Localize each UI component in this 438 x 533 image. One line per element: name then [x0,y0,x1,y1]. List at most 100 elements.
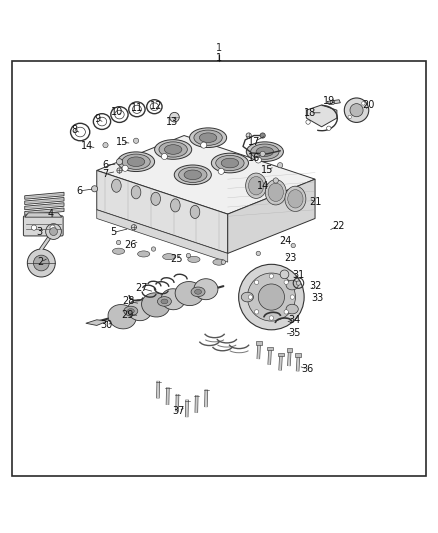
Circle shape [269,274,274,278]
Circle shape [278,163,283,168]
Ellipse shape [286,304,298,314]
Text: 3: 3 [36,227,42,237]
Bar [287,348,292,352]
Ellipse shape [194,130,222,146]
Ellipse shape [184,170,201,180]
Ellipse shape [191,287,205,297]
Ellipse shape [199,133,217,142]
Ellipse shape [127,300,152,321]
Circle shape [269,316,274,320]
Text: 33: 33 [311,293,323,303]
Ellipse shape [216,156,244,171]
Ellipse shape [179,167,207,182]
Text: 24: 24 [279,236,292,246]
Circle shape [255,157,261,163]
Circle shape [327,126,331,131]
Circle shape [246,133,251,138]
Ellipse shape [161,289,185,310]
Circle shape [103,142,108,148]
Ellipse shape [159,142,187,157]
Ellipse shape [190,205,200,219]
Text: 37: 37 [173,407,185,416]
Bar [267,347,273,350]
Circle shape [256,251,261,256]
Circle shape [221,260,226,264]
Text: 32: 32 [309,281,321,291]
Circle shape [131,224,137,230]
Text: 31: 31 [293,270,305,280]
Text: 4: 4 [48,209,54,219]
Ellipse shape [285,186,306,212]
Circle shape [122,165,128,171]
Text: 26: 26 [125,240,137,249]
Text: 29: 29 [121,310,134,319]
Polygon shape [97,135,315,214]
Ellipse shape [265,180,286,205]
Ellipse shape [256,147,274,157]
Text: 22: 22 [332,221,344,231]
Ellipse shape [286,280,298,290]
Ellipse shape [127,157,145,166]
Text: 7: 7 [102,169,109,179]
Text: 28: 28 [122,296,134,306]
Circle shape [273,178,279,183]
Text: 10: 10 [111,107,124,117]
Ellipse shape [174,165,212,184]
Circle shape [117,240,121,245]
Ellipse shape [117,152,155,172]
Ellipse shape [113,248,125,254]
Circle shape [46,224,61,239]
Circle shape [186,253,191,258]
Text: 15: 15 [116,137,128,147]
Polygon shape [25,203,64,210]
Ellipse shape [246,142,283,161]
Circle shape [170,112,179,122]
Circle shape [344,98,369,123]
Ellipse shape [164,144,182,154]
Text: 14: 14 [81,141,93,151]
Circle shape [27,249,55,277]
Text: 6: 6 [76,186,82,196]
Text: 21: 21 [310,197,322,207]
Circle shape [280,270,289,279]
Ellipse shape [248,176,264,195]
Text: 34: 34 [288,315,300,325]
Circle shape [201,142,207,148]
Ellipse shape [194,279,218,300]
Ellipse shape [175,281,204,305]
Circle shape [247,273,295,321]
Ellipse shape [251,144,279,159]
Polygon shape [97,210,228,262]
Text: 23: 23 [284,253,297,263]
Ellipse shape [194,289,201,294]
Circle shape [254,280,259,285]
Ellipse shape [161,299,168,304]
Text: 1: 1 [216,43,222,53]
Circle shape [348,115,351,119]
Ellipse shape [268,183,283,201]
Text: 36: 36 [301,364,314,374]
Text: 6: 6 [102,160,109,170]
Circle shape [350,103,363,117]
Text: 12: 12 [150,101,163,111]
Ellipse shape [162,254,175,260]
Text: 25: 25 [170,254,183,264]
Polygon shape [86,320,108,326]
Text: 2: 2 [38,257,44,267]
Circle shape [260,133,265,138]
Ellipse shape [151,192,160,205]
Circle shape [291,244,295,248]
Bar [295,353,301,357]
Ellipse shape [241,292,254,302]
Circle shape [239,264,304,330]
Text: 1: 1 [216,53,222,63]
Text: 14: 14 [258,181,270,191]
Circle shape [284,280,288,285]
Bar [256,341,262,345]
Ellipse shape [122,154,150,169]
FancyBboxPatch shape [23,216,63,236]
Polygon shape [25,198,64,205]
Text: 30: 30 [100,320,113,330]
Circle shape [32,225,37,230]
Ellipse shape [131,185,141,199]
